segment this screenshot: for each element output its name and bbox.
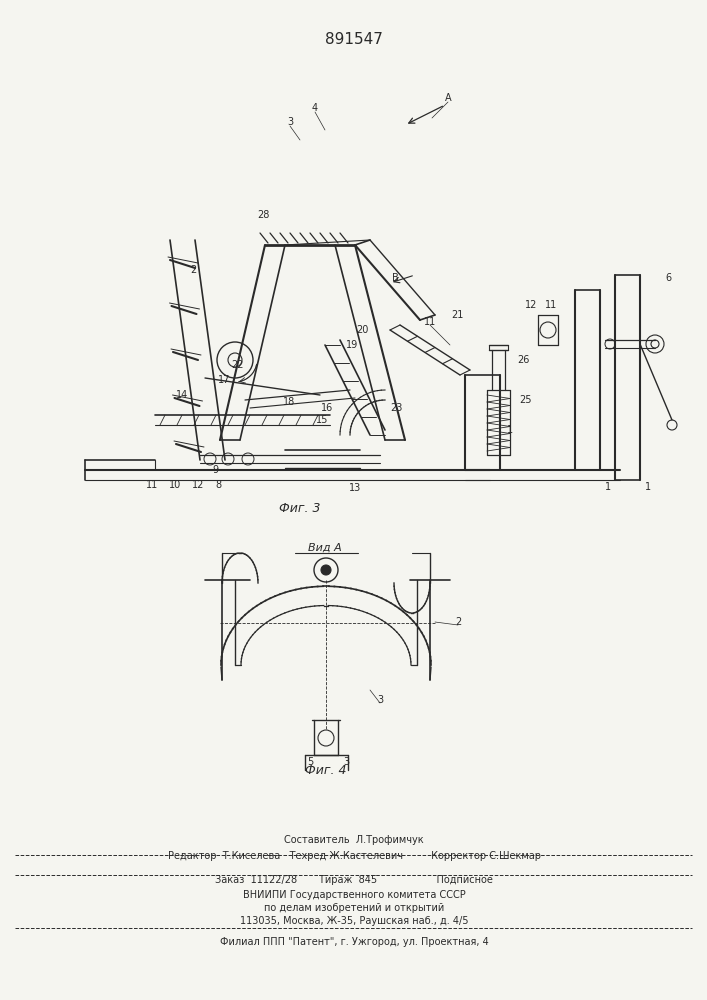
Text: 3: 3 bbox=[287, 117, 293, 127]
Text: 3: 3 bbox=[343, 757, 349, 767]
Text: 17: 17 bbox=[218, 375, 230, 385]
Text: Заказ  11122/28       Тираж  845                   Подписное: Заказ 11122/28 Тираж 845 Подписное bbox=[215, 875, 493, 885]
Text: 11: 11 bbox=[424, 317, 436, 327]
Text: 25: 25 bbox=[519, 395, 531, 405]
Text: 19: 19 bbox=[346, 340, 358, 350]
Circle shape bbox=[321, 565, 331, 575]
Text: 20: 20 bbox=[356, 325, 368, 335]
Text: 8: 8 bbox=[215, 480, 221, 490]
Text: 1: 1 bbox=[645, 482, 651, 492]
Text: 6: 6 bbox=[665, 273, 671, 283]
Text: 26: 26 bbox=[517, 355, 529, 365]
Text: 15: 15 bbox=[316, 415, 328, 425]
Text: 12: 12 bbox=[525, 300, 537, 310]
Text: 1: 1 bbox=[605, 482, 611, 492]
Text: 21: 21 bbox=[451, 310, 463, 320]
Text: 18: 18 bbox=[283, 397, 295, 407]
Text: 4: 4 bbox=[312, 103, 318, 113]
Text: Вид А: Вид А bbox=[308, 543, 342, 553]
Text: 11: 11 bbox=[146, 480, 158, 490]
Text: 10: 10 bbox=[169, 480, 181, 490]
Text: Редактор  Т.Киселева   Техред Ж.Кастелевич         Корректор С.Шекмар: Редактор Т.Киселева Техред Ж.Кастелевич … bbox=[168, 851, 540, 861]
Text: 3: 3 bbox=[377, 695, 383, 705]
Text: Фиг. 4: Фиг. 4 bbox=[305, 764, 346, 776]
Text: 12: 12 bbox=[192, 480, 204, 490]
Text: 23: 23 bbox=[390, 403, 402, 413]
Text: Составитель  Л.Трофимчук: Составитель Л.Трофимчук bbox=[284, 835, 423, 845]
Text: 9: 9 bbox=[212, 465, 218, 475]
Text: 113035, Москва, Ж-35, Раушская наб., д. 4/5: 113035, Москва, Ж-35, Раушская наб., д. … bbox=[240, 916, 468, 926]
Text: 16: 16 bbox=[321, 403, 333, 413]
Text: 1: 1 bbox=[507, 425, 513, 435]
Text: по делам изобретений и открытий: по делам изобретений и открытий bbox=[264, 903, 444, 913]
Text: А: А bbox=[445, 93, 451, 103]
Text: 11: 11 bbox=[545, 300, 557, 310]
Text: Фиг. 3: Фиг. 3 bbox=[279, 502, 321, 514]
Text: 5: 5 bbox=[307, 757, 313, 767]
Text: 22: 22 bbox=[232, 360, 244, 370]
Text: 2: 2 bbox=[455, 617, 461, 627]
Text: 891547: 891547 bbox=[325, 32, 383, 47]
Text: 13: 13 bbox=[349, 483, 361, 493]
Text: Филиал ППП "Патент", г. Ужгород, ул. Проектная, 4: Филиал ППП "Патент", г. Ужгород, ул. Про… bbox=[220, 937, 489, 947]
Text: 28: 28 bbox=[257, 210, 269, 220]
Text: ВНИИПИ Государственного комитета СССР: ВНИИПИ Государственного комитета СССР bbox=[243, 890, 465, 900]
Text: 14: 14 bbox=[176, 390, 188, 400]
Text: В: В bbox=[392, 273, 398, 283]
Text: 2: 2 bbox=[190, 265, 196, 275]
